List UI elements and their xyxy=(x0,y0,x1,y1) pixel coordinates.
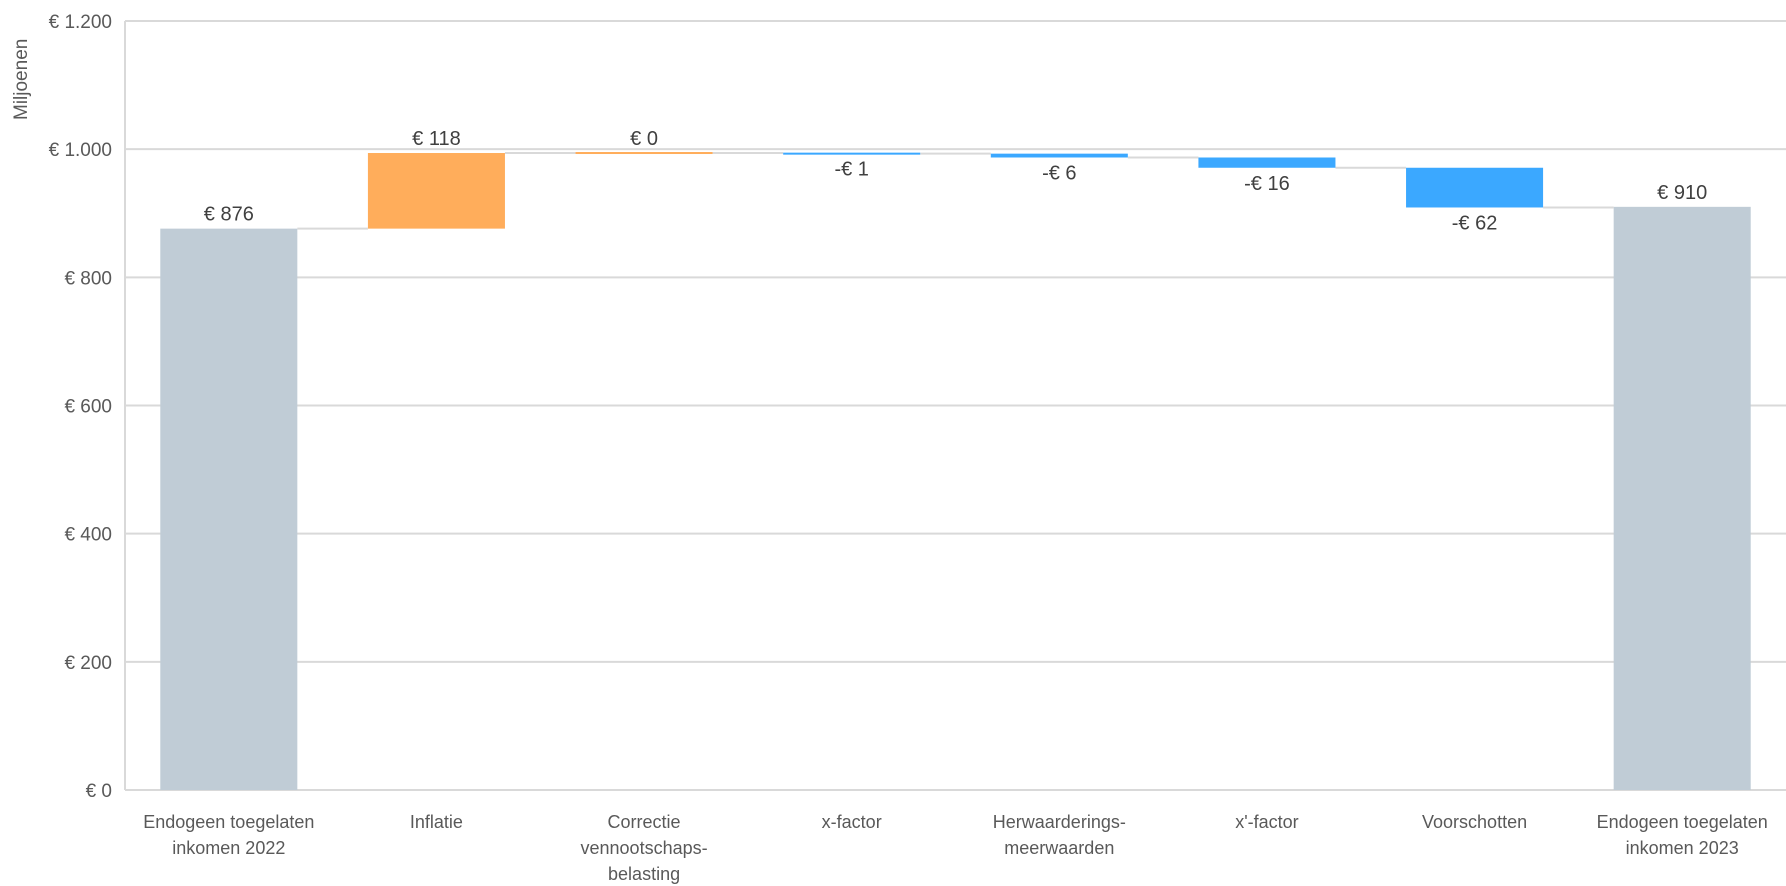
category-label: Endogeen toegelaten inkomen 2022 xyxy=(143,812,314,858)
category-label: x-factor xyxy=(822,812,882,832)
category-label-line: Inflatie xyxy=(410,812,463,832)
category-label-line: Herwaarderings- xyxy=(993,812,1126,832)
category-label: x'-factor xyxy=(1235,812,1298,832)
y-tick-label: € 1.200 xyxy=(49,12,112,33)
category-label: Correctie vennootschaps-belasting xyxy=(581,812,708,884)
category-label-line: x'-factor xyxy=(1235,812,1298,832)
category-label-line: Endogeen toegelaten xyxy=(1597,812,1768,832)
y-axis-ticks: € 0 € 200 € 400 € 600 € 800 € 1.000 € 1.200 xyxy=(49,12,112,802)
y-axis-title: Miljoenen xyxy=(11,39,32,120)
category-label: Herwaarderings-meerwaarden xyxy=(993,812,1126,858)
data-label: -€ 1 xyxy=(834,159,868,181)
bar xyxy=(1613,206,1751,790)
y-tick-label: € 400 xyxy=(64,525,112,546)
bar xyxy=(990,153,1128,158)
data-labels: € 876 € 118 € 0 -€ 1 -€ 6 -€ 16 -€ 62 € 910 xyxy=(204,128,1707,234)
y-tick-label: € 0 xyxy=(86,781,112,802)
category-label: Voorschotten xyxy=(1422,812,1527,832)
y-tick-label: € 600 xyxy=(64,397,112,418)
data-label: -€ 62 xyxy=(1452,212,1498,234)
gridlines xyxy=(124,20,1786,791)
data-label: € 910 xyxy=(1657,182,1707,204)
y-tick-label: € 1.000 xyxy=(49,140,112,161)
data-label: -€ 6 xyxy=(1042,162,1076,184)
bar xyxy=(1406,167,1544,208)
category-label-line: Correctie xyxy=(608,812,681,832)
category-label-line: Endogeen toegelaten xyxy=(143,812,314,832)
bar xyxy=(783,152,921,155)
category-labels: Endogeen toegelaten inkomen 2022 Inflatie C… xyxy=(143,812,1768,884)
bars xyxy=(160,152,1751,790)
category-label-line: Voorschotten xyxy=(1422,812,1527,832)
data-label: -€ 16 xyxy=(1244,173,1290,195)
bar xyxy=(160,228,298,790)
y-tick-label: € 800 xyxy=(64,268,112,289)
data-label: € 0 xyxy=(630,128,658,150)
category-label-line: meerwaarden xyxy=(1004,838,1114,858)
category-label: Endogeen toegelaten inkomen 2023 xyxy=(1597,812,1768,858)
category-label-line: belasting xyxy=(608,864,680,884)
bar xyxy=(1198,157,1336,168)
connector-lines xyxy=(297,152,1614,230)
data-label: € 876 xyxy=(204,204,254,226)
category-label-line: inkomen 2022 xyxy=(172,838,285,858)
y-tick-label: € 200 xyxy=(64,653,112,674)
bar xyxy=(575,152,713,155)
data-label: € 118 xyxy=(412,128,461,150)
bar xyxy=(367,153,505,229)
category-label: Inflatie xyxy=(410,812,463,832)
category-label-line: x-factor xyxy=(822,812,882,832)
category-label-line: vennootschaps- xyxy=(581,838,708,858)
category-label-line: inkomen 2023 xyxy=(1626,838,1739,858)
